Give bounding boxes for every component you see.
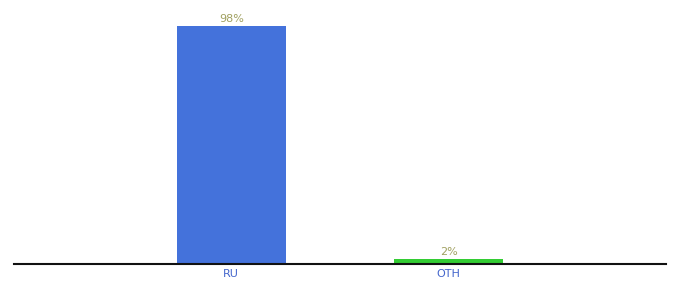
Text: 2%: 2% (440, 247, 458, 257)
Bar (177, 26, 286, 264)
Bar (394, 259, 503, 264)
Text: 98%: 98% (219, 14, 243, 24)
